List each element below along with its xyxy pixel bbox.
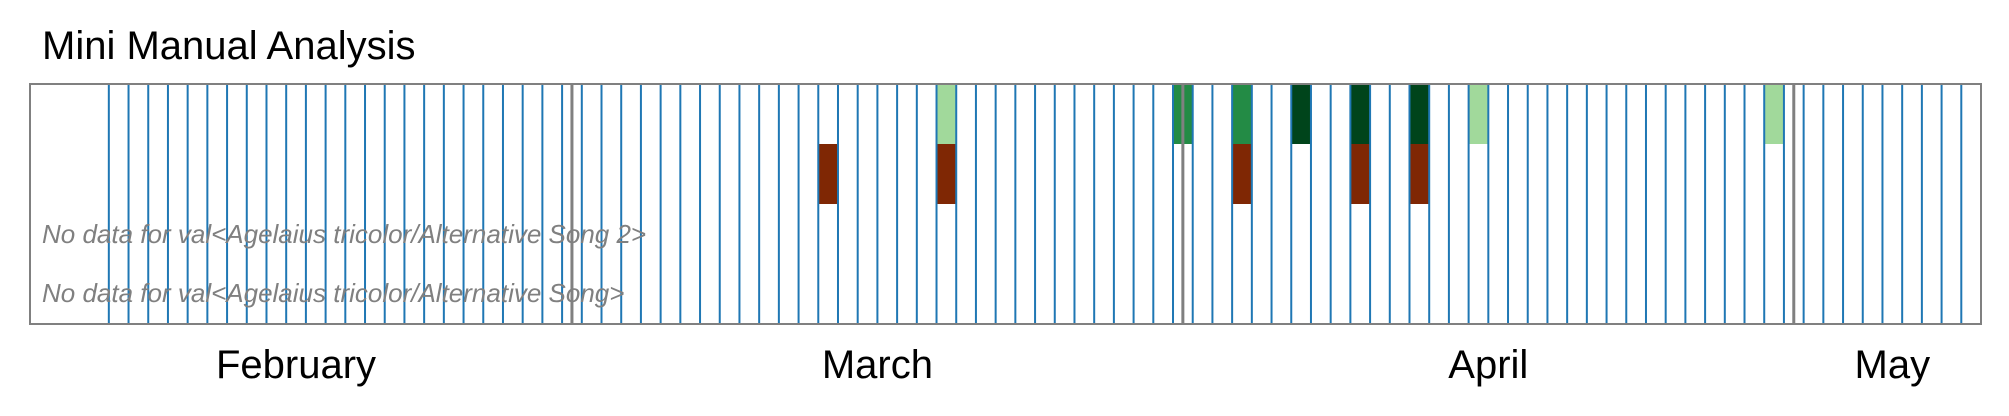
month-label: March	[822, 343, 933, 387]
plot-frame	[29, 83, 1982, 325]
heat-cell-row1	[1350, 84, 1371, 144]
heat-cell-row2	[818, 144, 838, 204]
month-axis: February March April May	[216, 343, 1930, 387]
heat-cell-row2	[1232, 144, 1252, 204]
heat-cell-row1	[1291, 84, 1311, 144]
month-label: May	[1855, 343, 1931, 387]
no-data-label-alt-song-2: No data for val<Agelaius tricolor/Altern…	[42, 219, 646, 249]
no-data-label-alt-song: No data for val<Agelaius tricolor/Altern…	[42, 278, 624, 308]
heat-cell-row1	[1764, 84, 1784, 144]
plot-background	[30, 84, 1981, 324]
heat-cell-row2	[936, 144, 957, 204]
heat-cell-row1	[1468, 84, 1489, 144]
heat-cell-row1	[1232, 84, 1252, 144]
heat-cell-row2	[1409, 144, 1430, 204]
chart-title: Mini Manual Analysis	[42, 24, 416, 68]
heat-cell-row1	[936, 84, 957, 144]
month-label: April	[1448, 343, 1528, 387]
plot-area	[29, 83, 1982, 325]
month-label: February	[216, 343, 376, 387]
heat-cell-row2	[1350, 144, 1371, 204]
heat-cell-row1	[1409, 84, 1430, 144]
